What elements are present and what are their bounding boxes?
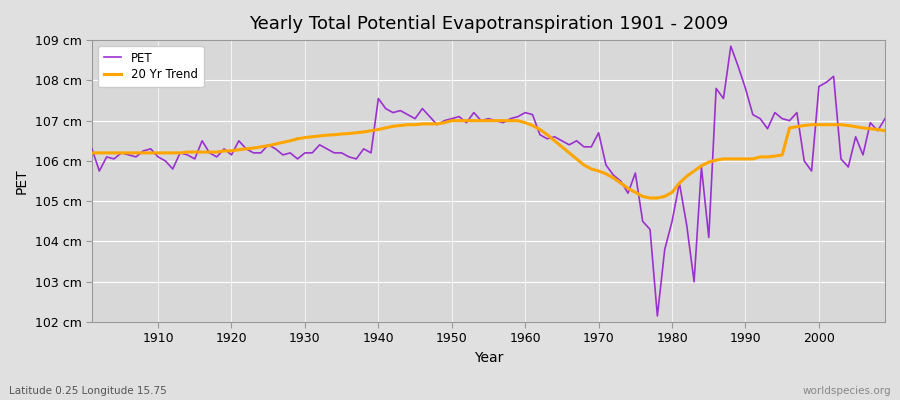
- PET: [307, 150, 318, 155]
- PET: [351, 156, 362, 161]
- 20 Yr Trend: [446, 118, 457, 123]
- X-axis label: Year: Year: [473, 351, 503, 365]
- PET: [652, 314, 662, 318]
- 20 Yr Trend: [879, 128, 890, 133]
- 20 Yr Trend: [351, 130, 362, 135]
- PET: [725, 44, 736, 48]
- Line: PET: PET: [92, 46, 885, 316]
- 20 Yr Trend: [86, 150, 97, 155]
- PET: [145, 146, 156, 151]
- Legend: PET, 20 Yr Trend: PET, 20 Yr Trend: [98, 46, 203, 87]
- PET: [512, 114, 523, 119]
- 20 Yr Trend: [644, 196, 655, 200]
- PET: [86, 146, 97, 151]
- PET: [608, 173, 618, 178]
- 20 Yr Trend: [520, 120, 531, 125]
- Text: Latitude 0.25 Longitude 15.75: Latitude 0.25 Longitude 15.75: [9, 386, 166, 396]
- 20 Yr Trend: [616, 181, 626, 186]
- PET: [879, 116, 890, 121]
- Text: worldspecies.org: worldspecies.org: [803, 386, 891, 396]
- Y-axis label: PET: PET: [15, 168, 29, 194]
- PET: [520, 110, 531, 115]
- Title: Yearly Total Potential Evapotranspiration 1901 - 2009: Yearly Total Potential Evapotranspiratio…: [249, 15, 728, 33]
- 20 Yr Trend: [307, 134, 318, 139]
- 20 Yr Trend: [527, 123, 538, 128]
- 20 Yr Trend: [145, 150, 156, 155]
- Line: 20 Yr Trend: 20 Yr Trend: [92, 121, 885, 198]
